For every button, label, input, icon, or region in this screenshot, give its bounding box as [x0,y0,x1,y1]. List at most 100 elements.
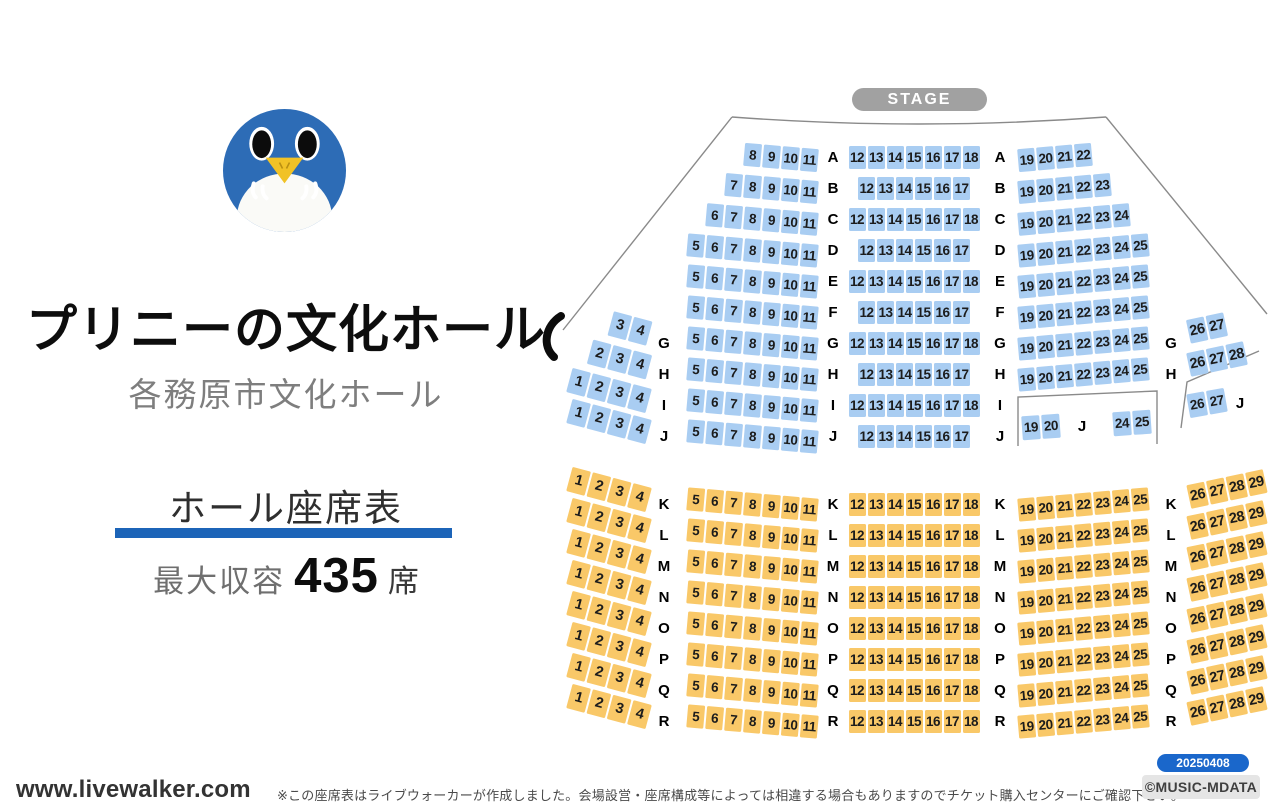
seat-N-10: 10 [780,588,800,614]
row-label-N-outer-right: N [1165,589,1177,606]
seat-row-O-right-center: 19 20 21 22 23 24 25 [1017,611,1150,646]
seat-H-8: 8 [743,362,762,387]
row-label-L-left: L [828,527,838,544]
seat-H-27: 27 [1205,345,1229,373]
site-link[interactable]: www.livewalker.com [16,776,251,803]
seat-B-17: 17 [953,177,970,200]
seat-P-10: 10 [780,650,800,676]
seat-K-7: 7 [724,490,744,516]
seat-M-25: 25 [1130,549,1150,574]
seat-L-4: 4 [627,514,652,544]
seat-F-20: 20 [1036,303,1056,329]
seat-Q-14: 14 [886,679,904,702]
seat-I-14: 14 [886,394,904,417]
seat-H-9: 9 [761,363,781,389]
seat-row-H-right-center: 19 20 21 22 23 24 25 [1017,357,1150,392]
seat-M-7: 7 [724,552,744,578]
seat-E-13: 13 [867,270,885,293]
seat-R-20: 20 [1036,712,1056,738]
seat-P-21: 21 [1055,648,1075,674]
seat-K-14: 14 [886,493,904,516]
row-label-N-left: N [827,589,839,606]
seat-P-14: 14 [886,648,904,671]
seat-J-10: 10 [780,427,800,453]
seat-K-13: 13 [867,493,885,516]
row-label-Q-right: Q [994,682,1006,699]
seat-row-N-right-center: 19 20 21 22 23 24 25 [1017,580,1150,615]
seat-Q-23: 23 [1092,676,1112,702]
seat-row-H-left-center: 5 6 7 8 9 10 11 [686,357,819,392]
seat-A-9: 9 [762,144,782,169]
seat-J-13: 13 [877,425,894,448]
seat-I-18: 18 [962,394,980,417]
date-badge: 20250408 [1157,754,1249,772]
seat-D-20: 20 [1036,241,1056,267]
seat-R-18: 18 [962,710,980,733]
seat-B-12: 12 [858,177,875,200]
seat-N-24: 24 [1111,581,1131,607]
seat-J-17: 17 [953,425,970,448]
seat-C-19: 19 [1017,211,1037,236]
seat-C-13: 13 [867,208,885,231]
seat-D-17: 17 [953,239,970,262]
seat-R-9: 9 [761,710,781,736]
seat-N-26: 26 [1186,574,1209,602]
seat-O-27: 27 [1205,601,1229,629]
accent-underline-bar [115,528,452,538]
row-label-H-left: H [827,366,839,383]
seat-Q-18: 18 [962,679,980,702]
seat-H-11: 11 [799,367,819,392]
row-label-Q-outer-right: Q [1165,682,1177,699]
seat-B-9: 9 [762,176,781,201]
seat-O-17: 17 [943,617,961,640]
seat-D-10: 10 [780,241,800,267]
seat-G-15: 15 [905,332,923,355]
seat-A-10: 10 [780,146,800,171]
row-label-M-outer-right: M [1164,558,1178,575]
row-label-B-left: B [827,180,839,197]
row-label-G-outer-right: G [1165,335,1177,352]
seat-Q-8: 8 [743,678,762,703]
seat-J-11: 11 [799,429,819,454]
seat-R-8: 8 [743,709,762,734]
seat-C-20: 20 [1036,209,1056,235]
seat-N-17: 17 [943,586,961,609]
seat-L-5: 5 [686,518,706,543]
seat-K-4: 4 [627,483,652,513]
seat-C-15: 15 [905,208,923,231]
seat-H-6: 6 [705,358,725,384]
seat-R-5: 5 [686,704,706,729]
seat-I-9: 9 [761,394,781,420]
seat-H-22: 22 [1074,362,1093,387]
row-label-P-left: P [827,651,838,668]
seat-L-28: 28 [1225,504,1249,532]
seat-M-24: 24 [1111,550,1131,576]
seat-D-13: 13 [877,239,894,262]
seat-P-29: 29 [1245,624,1268,652]
seat-B-8: 8 [743,174,763,200]
seat-D-19: 19 [1017,243,1037,268]
hall-subtitle: 各務原市文化ホール [128,376,444,413]
seat-R-24: 24 [1111,705,1131,731]
seat-G-25: 25 [1130,326,1150,351]
seat-P-12: 12 [848,648,866,671]
seat-R-12: 12 [848,710,866,733]
seat-L-15: 15 [905,524,923,547]
seat-H-28: 28 [1225,341,1248,369]
seat-F-12: 12 [858,301,875,324]
row-label-B-right: B [994,180,1006,197]
seat-R-10: 10 [780,712,800,738]
row-label-G-outer-left: G [658,335,670,352]
seat-K-12: 12 [848,493,866,516]
row-label-R-outer-right: R [1165,713,1177,730]
seat-R-27: 27 [1205,694,1229,722]
seat-F-10: 10 [780,303,800,329]
seat-G-18: 18 [962,332,980,355]
seat-row-E-left-center: 5 6 7 8 9 10 11 [686,264,819,299]
seat-K-27: 27 [1205,477,1229,505]
seat-C-8: 8 [743,206,763,231]
seat-Q-25: 25 [1130,673,1150,698]
seat-R-13: 13 [867,710,885,733]
row-label-R-outer-left: R [658,713,670,730]
seat-P-20: 20 [1036,650,1056,676]
